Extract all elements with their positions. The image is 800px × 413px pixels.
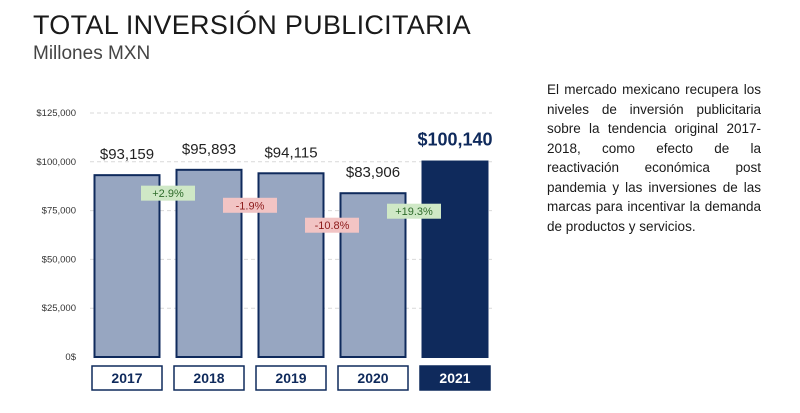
- change-label: +19.3%: [395, 206, 433, 218]
- bar: [421, 160, 489, 358]
- change-label: -1.9%: [236, 200, 265, 212]
- year-box: [91, 365, 163, 391]
- x-tick-label: 2017: [111, 370, 142, 386]
- y-tick-label: $25,000: [42, 303, 76, 314]
- bar: [93, 174, 161, 358]
- change-badge: [223, 197, 277, 213]
- bar-value-label: $83,906: [346, 164, 400, 181]
- x-tick-label: 2020: [357, 370, 388, 386]
- y-tick-label: 0$: [65, 352, 76, 363]
- y-tick-label: $75,000: [42, 206, 76, 217]
- bar-value-label: $94,115: [264, 144, 317, 161]
- change-badge: [305, 217, 359, 233]
- bar-value-label: $100,140: [417, 130, 492, 150]
- change-badge: [141, 185, 195, 201]
- y-tick-label: $100,000: [36, 157, 76, 168]
- y-tick-label: $50,000: [42, 254, 76, 265]
- bar-value-label: $95,893: [182, 141, 236, 158]
- year-box: [173, 365, 245, 391]
- year-box: [419, 365, 491, 391]
- x-tick-label: 2021: [439, 370, 470, 386]
- change-label: +2.9%: [152, 188, 184, 200]
- chart-title: TOTAL INVERSIÓN PUBLICITARIA: [33, 10, 471, 40]
- year-box: [337, 365, 409, 391]
- chart-subtitle: Millones MXN: [33, 43, 151, 64]
- x-tick-label: 2019: [275, 370, 306, 386]
- x-tick-label: 2018: [193, 370, 224, 386]
- year-box: [255, 365, 327, 391]
- y-tick-label: $125,000: [36, 108, 76, 119]
- chart-description: El mercado mexicano recupera los niveles…: [547, 82, 761, 234]
- bar-value-label: $93,159: [100, 146, 154, 163]
- change-label: -10.8%: [315, 220, 350, 232]
- change-badge: [387, 203, 441, 219]
